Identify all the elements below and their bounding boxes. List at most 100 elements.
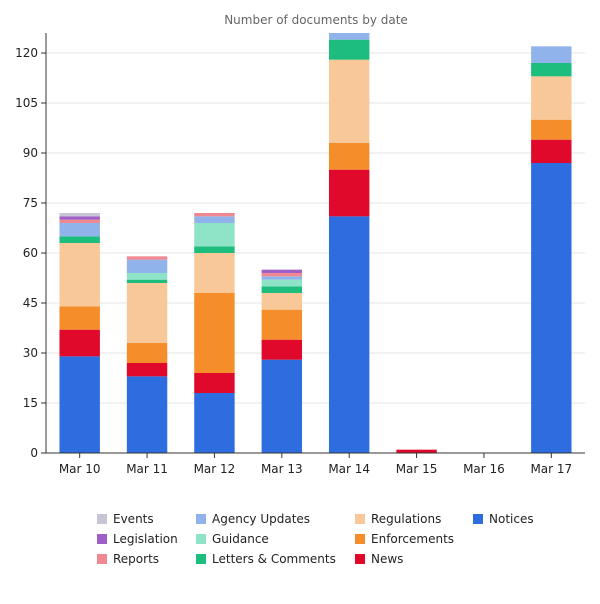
legend-swatch xyxy=(355,554,365,564)
x-tick-label: Mar 13 xyxy=(261,462,303,476)
legend-item: Reports xyxy=(97,552,159,566)
bar-segment xyxy=(126,273,168,280)
bar-segment xyxy=(328,216,370,453)
bar-segment xyxy=(531,46,572,63)
x-tick-label: Mar 17 xyxy=(530,462,572,476)
axis-layer: 0 15 30 45 60 75 90 105 120 Mar 10 Mar 11 Mar 12 Mar… xyxy=(15,33,585,476)
y-tick-label: 60 xyxy=(23,246,38,260)
chart-title: Number of documents by date xyxy=(224,13,408,27)
legend-swatch xyxy=(196,514,206,524)
legend-label: Enforcements xyxy=(371,532,454,546)
bar-layer xyxy=(59,33,572,453)
legend-label: News xyxy=(371,552,403,566)
legend-label: Regulations xyxy=(371,512,441,526)
legend-item: Guidance xyxy=(196,532,269,546)
bar-segment xyxy=(126,279,168,283)
y-tick-label: 15 xyxy=(23,396,38,410)
bar-segment xyxy=(531,139,572,163)
y-tick-label: 45 xyxy=(23,296,38,310)
legend-item: News xyxy=(355,552,403,566)
bar-segment xyxy=(531,76,572,120)
bar-segment xyxy=(396,449,437,453)
bar-segment xyxy=(126,259,168,273)
legend: Events Legislation Reports Agency Updates Gu… xyxy=(97,512,534,566)
legend-item: Notices xyxy=(473,512,534,526)
bar-segment xyxy=(59,223,100,237)
x-tick-label: Mar 16 xyxy=(463,462,505,476)
bar-segment xyxy=(59,329,100,357)
bar-segment xyxy=(194,253,235,293)
bar-segment xyxy=(59,216,100,220)
legend-swatch xyxy=(97,514,107,524)
bar-segment xyxy=(194,293,235,373)
legend-label: Agency Updates xyxy=(212,512,310,526)
bar-segment xyxy=(261,339,303,360)
bar-segment xyxy=(328,169,370,217)
legend-label: Events xyxy=(113,512,154,526)
legend-item: Enforcements xyxy=(355,532,454,546)
legend-swatch xyxy=(196,554,206,564)
x-tick-label: Mar 11 xyxy=(126,462,168,476)
bar-segment xyxy=(59,213,100,217)
x-tick-label: Mar 15 xyxy=(396,462,438,476)
legend-item: Legislation xyxy=(97,532,178,546)
bar-segment xyxy=(261,279,303,287)
bar-segment xyxy=(531,163,572,453)
bar-segment xyxy=(126,283,168,343)
bar-segment xyxy=(59,219,100,223)
y-tick-label: 90 xyxy=(23,146,38,160)
bar-segment xyxy=(531,119,572,140)
bar-segment xyxy=(328,59,370,143)
bar-segment xyxy=(126,343,168,363)
bar-segment xyxy=(328,33,370,40)
legend-label: Notices xyxy=(489,512,534,526)
bar-segment xyxy=(194,393,235,453)
y-tick-label: 0 xyxy=(30,446,38,460)
bar-segment xyxy=(261,293,303,310)
bar-segment xyxy=(194,213,235,217)
bar-segment xyxy=(194,223,235,247)
bar-segment xyxy=(126,256,168,260)
legend-swatch xyxy=(355,514,365,524)
bar-segment xyxy=(261,359,303,453)
bar-segment xyxy=(194,246,235,253)
bar-segment xyxy=(328,143,370,170)
legend-swatch xyxy=(97,554,107,564)
bar-segment xyxy=(531,63,572,77)
bar-segment xyxy=(261,286,303,293)
legend-label: Guidance xyxy=(212,532,269,546)
bar-segment xyxy=(59,236,100,243)
legend-item: Agency Updates xyxy=(196,512,310,526)
y-tick-label: 30 xyxy=(23,346,38,360)
legend-label: Legislation xyxy=(113,532,178,546)
x-tick-label: Mar 14 xyxy=(328,462,370,476)
bar-segment xyxy=(59,243,100,307)
legend-swatch xyxy=(97,534,107,544)
x-tick-label: Mar 10 xyxy=(59,462,101,476)
legend-swatch xyxy=(473,514,483,524)
bar-segment xyxy=(261,273,303,277)
bar-segment xyxy=(59,356,100,453)
legend-label: Reports xyxy=(113,552,159,566)
bar-segment xyxy=(328,39,370,60)
bar-segment xyxy=(194,216,235,223)
y-tick-label: 120 xyxy=(15,46,38,60)
y-tick-label: 75 xyxy=(23,196,38,210)
legend-item: Regulations xyxy=(355,512,441,526)
bar-segment xyxy=(126,376,168,453)
bar-segment xyxy=(261,276,303,280)
y-tick-label: 105 xyxy=(15,96,38,110)
bar-segment xyxy=(59,306,100,330)
bar-segment xyxy=(261,269,303,273)
legend-swatch xyxy=(355,534,365,544)
bar-segment xyxy=(194,373,235,393)
legend-item: Letters & Comments xyxy=(196,552,336,566)
bar-segment xyxy=(126,363,168,377)
bar-segment xyxy=(261,309,303,340)
legend-item: Events xyxy=(97,512,154,526)
legend-swatch xyxy=(196,534,206,544)
legend-label: Letters & Comments xyxy=(212,552,336,566)
x-tick-label: Mar 12 xyxy=(194,462,236,476)
